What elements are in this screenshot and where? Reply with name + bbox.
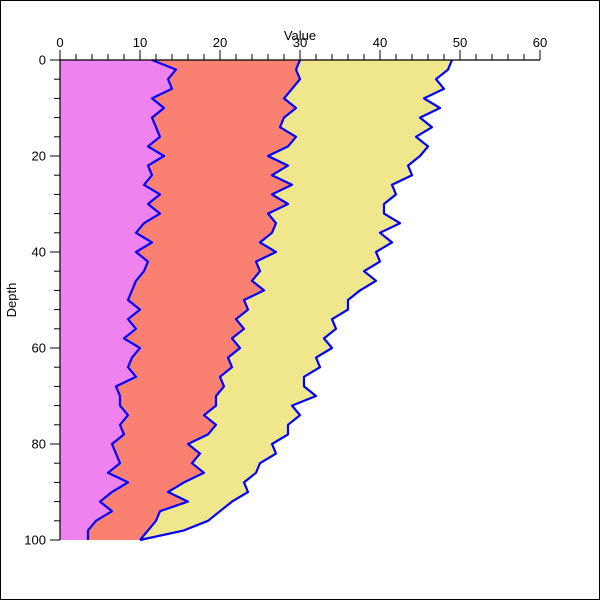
y-tick-label: 0: [39, 53, 46, 68]
y-axis-title: Depth: [4, 283, 19, 318]
x-tick-label: 60: [533, 35, 547, 50]
area-fill-3: [140, 60, 452, 540]
x-tick-label: 30: [293, 35, 307, 50]
axes: 0 10 20 30 40 50 60 0 20 40 60 80 100: [24, 35, 547, 548]
boundary-lines: [86, 58, 454, 542]
area-layer: [60, 60, 452, 540]
x-tick-label: 0: [56, 35, 63, 50]
boundary-line-3: [139, 59, 454, 542]
y-tick-label: 40: [32, 245, 46, 260]
y-tick-label: 20: [32, 149, 46, 164]
boundary-line-1: [86, 58, 178, 540]
x-tick-label: 20: [213, 35, 227, 50]
y-tick-label: 60: [32, 341, 46, 356]
area-fill-2: [88, 60, 300, 540]
x-axis-title: Value: [284, 28, 316, 43]
y-tick-label: 80: [32, 437, 46, 452]
x-tick-label: 40: [373, 35, 387, 50]
x-tick-label: 10: [133, 35, 147, 50]
x-tick-label: 50: [453, 35, 467, 50]
boundary-line-2: [139, 59, 302, 541]
y-tick-label: 100: [24, 533, 46, 548]
